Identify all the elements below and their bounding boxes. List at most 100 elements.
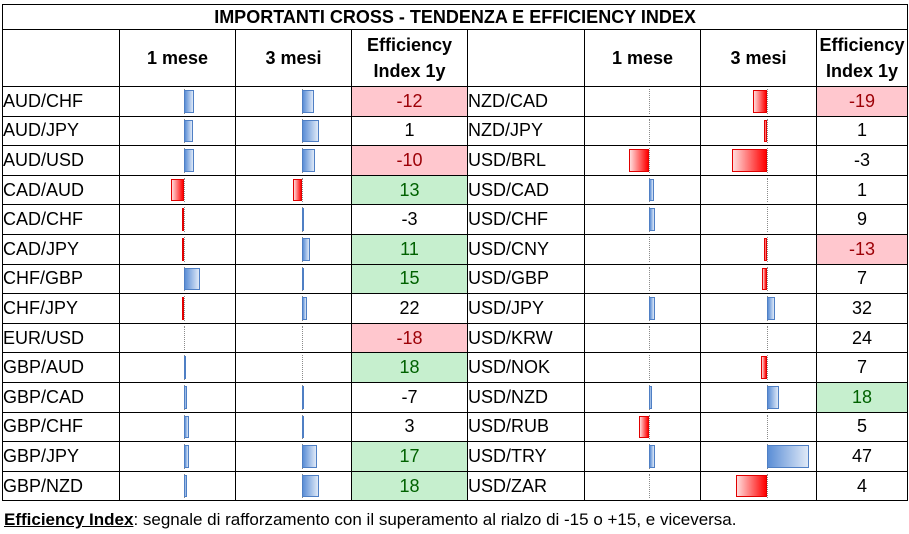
table-row: CAD/JPY 11 USD/CNY -13 — [2, 233, 909, 265]
bar-axis — [649, 89, 650, 114]
bar-cell-m3 — [235, 322, 352, 354]
efficiency-value: 11 — [351, 233, 468, 265]
bar-axis — [649, 266, 650, 292]
trend-bar-m3 — [753, 90, 767, 113]
bar-cell-m1 — [119, 204, 236, 235]
efficiency-value: 7 — [815, 352, 909, 383]
header-3-months-left: 3 mesi — [235, 29, 352, 87]
trend-bar-m3 — [761, 356, 767, 379]
bar-cell-m3 — [700, 441, 817, 472]
pair-label: NZD/JPY — [467, 115, 585, 147]
pair-label: AUD/CHF — [2, 86, 120, 117]
trend-bar-m3 — [302, 149, 315, 172]
trend-bar-m1 — [649, 385, 652, 409]
trend-bar-m3 — [293, 178, 302, 202]
bar-axis — [767, 148, 768, 173]
trend-bar-m1 — [649, 297, 655, 320]
bar-cell-m3 — [235, 115, 352, 147]
footer-key: Efficiency Index — [4, 510, 134, 529]
efficiency-value: 9 — [815, 204, 909, 235]
bar-cell-m1 — [584, 145, 701, 176]
bar-cell-m3 — [700, 115, 817, 147]
bar-cell-m1 — [584, 470, 701, 502]
header-efficiency-line1: Efficiency — [819, 35, 905, 55]
trend-bar-m3 — [302, 119, 319, 143]
table-row: CHF/GBP 15 USD/GBP 7 — [2, 263, 909, 295]
table-row: GBP/NZD 18 USD/ZAR 4 — [2, 470, 909, 502]
bar-axis — [767, 118, 768, 144]
header-efficiency-line1: Efficiency — [366, 35, 453, 55]
bar-cell-m1 — [119, 322, 236, 354]
trend-bar-m1 — [184, 385, 187, 409]
bar-cell-m1 — [584, 322, 701, 354]
trend-bar-m1 — [182, 208, 184, 231]
table-row: CAD/AUD 13 USD/CAD 1 — [2, 174, 909, 206]
bar-cell-m3 — [700, 204, 817, 235]
bar-cell-m3 — [700, 86, 817, 117]
efficiency-value: 18 — [815, 381, 909, 413]
bar-axis — [649, 118, 650, 144]
efficiency-value: 32 — [815, 293, 909, 324]
bar-axis — [184, 177, 185, 203]
trend-bar-m1 — [184, 267, 200, 291]
trend-bar-m3 — [302, 237, 310, 261]
efficiency-value: -3 — [815, 145, 909, 176]
header-pair-right — [467, 29, 585, 87]
trend-bar-m1 — [649, 445, 655, 468]
table-row: AUD/CHF -12 NZD/CAD -19 — [2, 86, 909, 117]
bar-cell-m1 — [584, 115, 701, 147]
bar-axis — [184, 207, 185, 232]
trend-bar-m1 — [639, 415, 649, 439]
pair-label: USD/ZAR — [467, 470, 585, 502]
trend-bar-m3 — [764, 119, 767, 143]
bar-cell-m3 — [235, 233, 352, 265]
header-efficiency-line2: Index 1y — [373, 61, 446, 81]
bar-cell-m3 — [235, 441, 352, 472]
bar-cell-m1 — [584, 293, 701, 324]
bar-cell-m3 — [235, 174, 352, 206]
bar-cell-m3 — [235, 145, 352, 176]
bar-axis — [767, 266, 768, 292]
efficiency-value: 24 — [815, 322, 909, 354]
efficiency-value: 13 — [351, 174, 468, 206]
table-row: AUD/JPY 1 NZD/JPY 1 — [2, 115, 909, 147]
bar-cell-m1 — [584, 411, 701, 443]
header-efficiency-right: Efficiency Index 1y — [815, 29, 909, 87]
pair-label: GBP/AUD — [2, 352, 120, 383]
pair-label: USD/BRL — [467, 145, 585, 176]
trend-bar-m3 — [302, 445, 317, 468]
bar-axis — [649, 355, 650, 380]
pair-label: USD/GBP — [467, 263, 585, 295]
bar-axis — [184, 325, 185, 351]
trend-bar-m1 — [184, 90, 194, 113]
bar-cell-m1 — [119, 293, 236, 324]
efficiency-value: 1 — [815, 174, 909, 206]
trend-bar-m1 — [184, 119, 193, 143]
pair-label: AUD/USD — [2, 145, 120, 176]
cross-table: IMPORTANTI CROSS - TENDENZA E EFFICIENCY… — [1, 4, 909, 502]
pair-label: USD/NOK — [467, 352, 585, 383]
trend-bar-m3 — [764, 237, 767, 261]
bar-axis — [767, 207, 768, 232]
pair-label: USD/TRY — [467, 441, 585, 472]
bar-axis — [767, 355, 768, 380]
pair-label: CAD/AUD — [2, 174, 120, 206]
bar-cell-m1 — [119, 233, 236, 265]
trend-bar-m3 — [302, 267, 304, 291]
header-efficiency-left: Efficiency Index 1y — [351, 29, 468, 87]
bar-cell-m1 — [584, 441, 701, 472]
header-3-months-right: 3 mesi — [700, 29, 817, 87]
footer-text: : segnale di rafforzamento con il supera… — [133, 510, 737, 529]
pair-label: USD/NZD — [467, 381, 585, 413]
bar-cell-m1 — [584, 86, 701, 117]
bar-cell-m1 — [119, 174, 236, 206]
bar-axis — [767, 236, 768, 262]
efficiency-value: 5 — [815, 411, 909, 443]
bar-cell-m1 — [119, 352, 236, 383]
efficiency-value: -7 — [351, 381, 468, 413]
trend-bar-m1 — [182, 297, 184, 320]
trend-bar-m1 — [184, 356, 186, 379]
bar-axis — [649, 325, 650, 351]
bar-axis — [302, 325, 303, 351]
